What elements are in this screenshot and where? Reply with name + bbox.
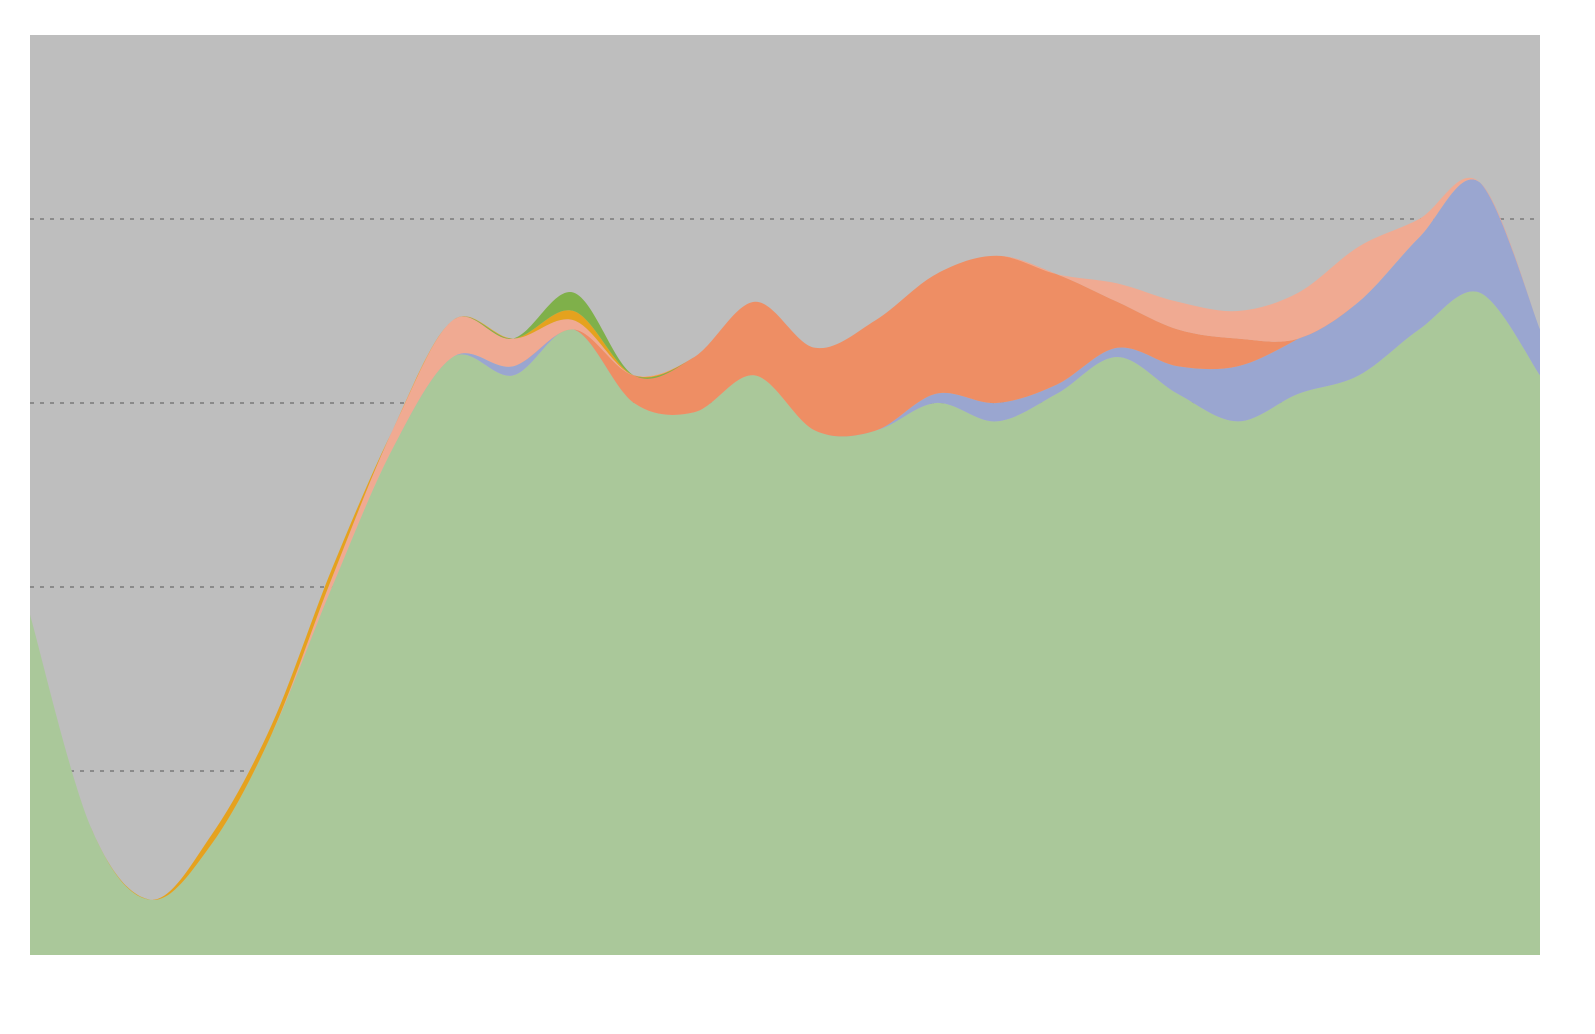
area-series-1 bbox=[30, 291, 1540, 955]
area-series-4 bbox=[30, 177, 1540, 901]
area-series-group bbox=[30, 177, 1540, 955]
area-series-3 bbox=[30, 179, 1540, 901]
